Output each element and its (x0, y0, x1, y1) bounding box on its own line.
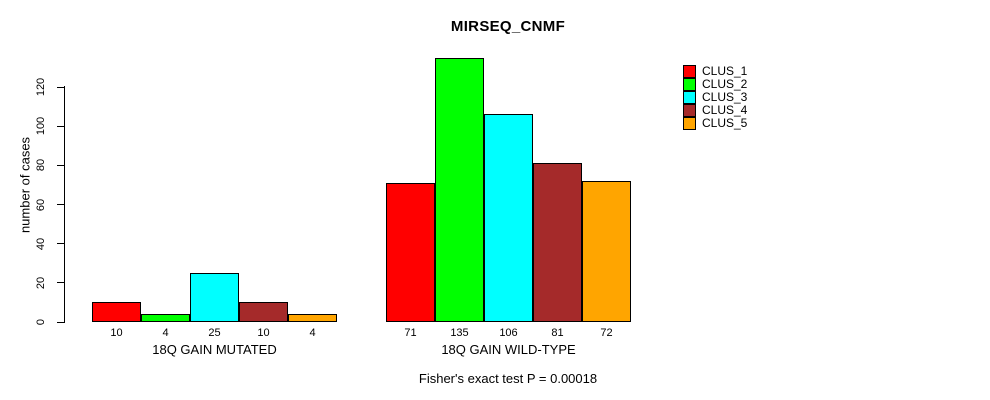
group-label: 18Q GAIN MUTATED (152, 342, 277, 357)
y-tick-label: 20 (35, 276, 47, 289)
bar-value-label: 72 (600, 327, 613, 339)
bar-CLUS_3-group1 (190, 273, 239, 322)
y-tick-mark (57, 86, 64, 88)
legend-swatch-CLUS_2 (683, 78, 696, 92)
legend-swatch-CLUS_1 (683, 65, 696, 78)
bar-value-label: 71 (404, 327, 417, 339)
bar-value-label: 81 (551, 327, 564, 339)
group-label: 18Q GAIN WILD-TYPE (441, 342, 576, 357)
bar-CLUS_4-group2 (533, 163, 582, 322)
bar-value-label: 25 (208, 327, 221, 339)
bar-CLUS_5-group2 (582, 181, 631, 322)
y-axis-line (64, 86, 65, 323)
legend-label-CLUS_3: CLUS_3 (702, 90, 748, 105)
y-tick-label: 80 (35, 159, 47, 172)
legend-label-CLUS_2: CLUS_2 (702, 77, 748, 92)
legend-swatch-CLUS_5 (683, 117, 696, 131)
y-tick-label: 40 (35, 237, 47, 250)
legend-label-CLUS_5: CLUS_5 (702, 116, 748, 131)
y-tick-label: 100 (35, 116, 47, 136)
bar-value-label: 10 (257, 327, 270, 339)
y-tick-mark (57, 125, 64, 127)
bar-CLUS_3-group2 (484, 114, 533, 322)
bar-CLUS_2-group1 (141, 314, 190, 322)
legend-label-CLUS_1: CLUS_1 (702, 64, 748, 78)
y-tick-mark (57, 164, 64, 166)
legend-swatch-CLUS_3 (683, 91, 696, 105)
y-tick-mark (57, 204, 64, 205)
y-tick-mark (57, 243, 64, 245)
y-tick-mark (57, 282, 64, 284)
bar-CLUS_4-group1 (239, 302, 288, 322)
bar-value-label: 135 (450, 327, 469, 339)
bar-CLUS_1-group1 (92, 302, 141, 322)
bar-value-label: 4 (162, 327, 169, 339)
bar-value-label: 4 (309, 327, 316, 339)
bar-CLUS_5-group1 (288, 314, 337, 322)
y-tick-mark (57, 321, 64, 323)
bar-value-label: 10 (110, 327, 123, 339)
y-tick-label: 60 (35, 198, 47, 211)
bar-value-label: 106 (499, 327, 518, 339)
y-tick-label: 120 (35, 77, 47, 97)
y-tick-label: 0 (35, 318, 47, 326)
bar-CLUS_1-group2 (386, 182, 435, 322)
legend-swatch-CLUS_4 (683, 104, 696, 118)
chart-title: MIRSEQ_CNMF (450, 18, 566, 35)
bar-CLUS_2-group2 (435, 57, 484, 322)
caption: Fisher's exact test P = 0.00018 (418, 371, 598, 386)
legend-label-CLUS_4: CLUS_4 (702, 103, 748, 118)
